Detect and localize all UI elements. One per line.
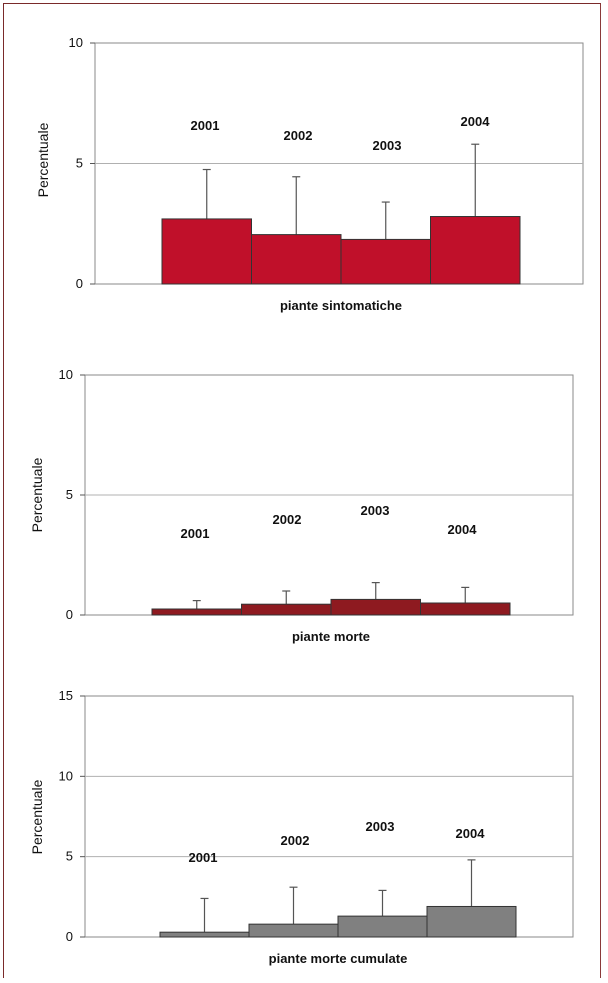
bar-2004 bbox=[430, 216, 521, 285]
plot-area bbox=[84, 695, 574, 938]
chart-1: 0 5 10 2001 2002 2003 2004 piante sintomatiche P… bbox=[35, 35, 584, 313]
bar-2004 bbox=[420, 602, 511, 616]
x-axis-label: piante sintomatiche bbox=[280, 298, 402, 313]
y-tick-label: 0 bbox=[76, 276, 83, 291]
y-tick-label: 5 bbox=[66, 487, 73, 502]
y-tick-label: 10 bbox=[69, 35, 83, 50]
chart-2: 0 5 10 2001 2002 2003 2004 piante morte Percentu… bbox=[29, 367, 574, 644]
category-label-2003: 2003 bbox=[366, 819, 395, 834]
y-axis-label: Percentuale bbox=[29, 779, 45, 854]
page-frame bbox=[3, 3, 601, 978]
bar-2003 bbox=[340, 238, 431, 285]
bar-2001 bbox=[159, 931, 250, 938]
bar-2003 bbox=[337, 915, 428, 938]
category-label-2001: 2001 bbox=[181, 526, 210, 541]
category-label-2002: 2002 bbox=[281, 833, 310, 848]
chart-3: 0 5 10 15 2001 2002 2003 2004 piante morte cumul… bbox=[29, 688, 574, 966]
category-label-2001: 2001 bbox=[189, 850, 218, 865]
y-axis-label: Percentuale bbox=[35, 122, 51, 197]
y-tick-label: 0 bbox=[66, 607, 73, 622]
y-tick-label: 10 bbox=[59, 768, 73, 783]
x-axis-label: piante morte cumulate bbox=[269, 951, 408, 966]
x-axis-label: piante morte bbox=[292, 629, 370, 644]
bar-2003 bbox=[330, 598, 421, 616]
y-tick-label: 10 bbox=[59, 367, 73, 382]
y-axis-label: Percentuale bbox=[29, 457, 45, 532]
bar-2002 bbox=[251, 234, 342, 285]
y-tick-label: 5 bbox=[76, 156, 83, 171]
category-label-2001: 2001 bbox=[191, 118, 220, 133]
category-label-2003: 2003 bbox=[373, 138, 402, 153]
y-tick-label: 5 bbox=[66, 849, 73, 864]
bar-2002 bbox=[241, 603, 332, 616]
category-label-2004: 2004 bbox=[461, 114, 491, 129]
y-tick-label: 15 bbox=[59, 688, 73, 703]
category-label-2004: 2004 bbox=[456, 826, 486, 841]
bar-2004 bbox=[426, 905, 517, 938]
bar-2002 bbox=[248, 923, 339, 938]
category-label-2002: 2002 bbox=[284, 128, 313, 143]
category-label-2004: 2004 bbox=[448, 522, 478, 537]
bar-2001 bbox=[161, 218, 252, 285]
bar-2001 bbox=[151, 608, 242, 616]
category-label-2002: 2002 bbox=[273, 512, 302, 527]
y-tick-label: 0 bbox=[66, 929, 73, 944]
category-label-2003: 2003 bbox=[361, 503, 390, 518]
